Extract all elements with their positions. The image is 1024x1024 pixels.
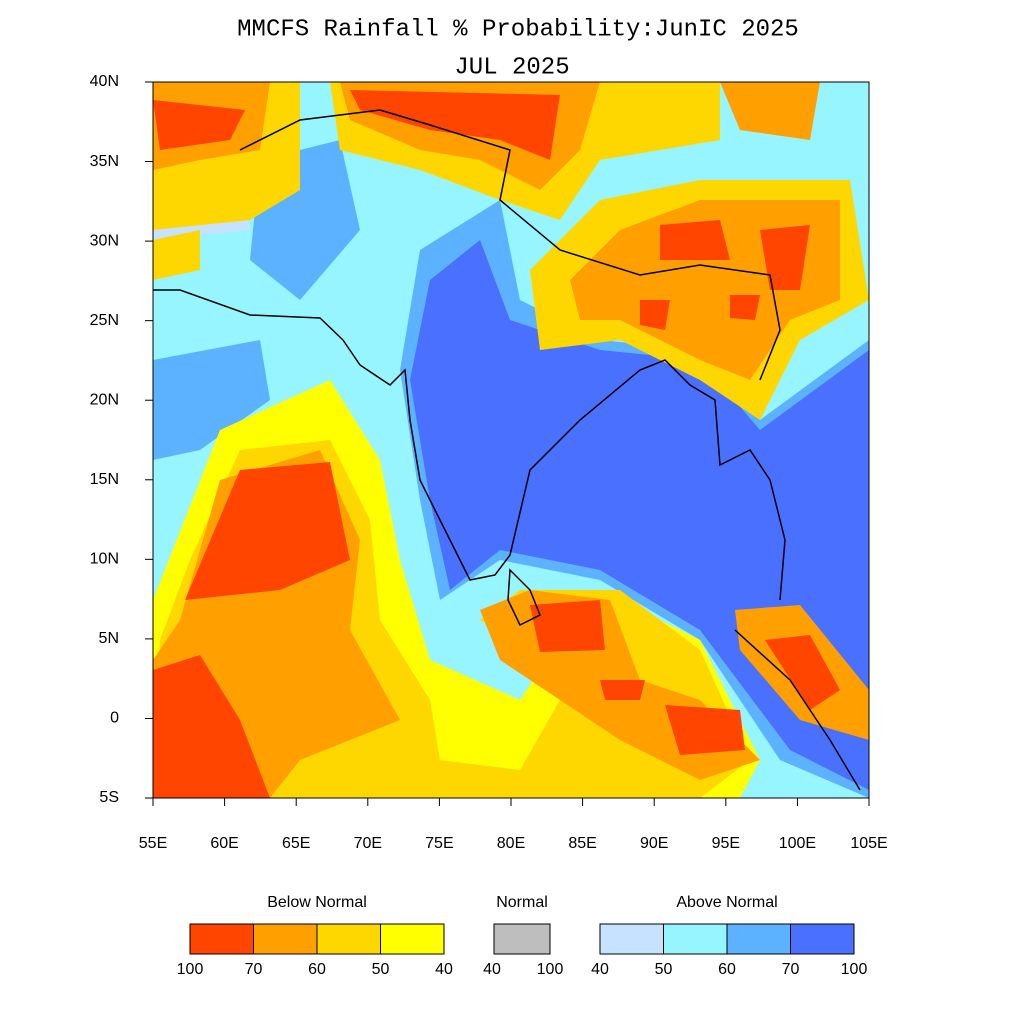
y-tick-label: 5N	[99, 630, 119, 647]
legend-swatch	[380, 923, 445, 955]
legend-swatch	[253, 923, 318, 955]
title: MMCFS Rainfall % Probability:JunIC 2025	[237, 16, 799, 43]
legend-swatch	[599, 923, 664, 955]
y-tick-label: 0	[110, 710, 119, 727]
x-tick-label: 70E	[354, 835, 382, 852]
legend-swatch	[726, 923, 791, 955]
y-tick-label: 25N	[90, 312, 119, 329]
map-field	[153, 82, 869, 798]
legend-bound: 50	[655, 961, 673, 978]
legend-title: Below Normal	[267, 894, 367, 911]
y-tick-label: 10N	[90, 551, 119, 568]
legend-title: Above Normal	[676, 894, 777, 911]
legend-bound: 70	[782, 961, 800, 978]
x-tick-label: 80E	[497, 835, 525, 852]
legend-bound: 60	[308, 961, 326, 978]
legend-swatch	[493, 923, 551, 955]
x-tick-label: 95E	[712, 835, 740, 852]
x-tick-label: 105E	[850, 835, 887, 852]
legend-bound: 40	[591, 961, 609, 978]
legend-swatch	[316, 923, 381, 955]
y-tick-label: 15N	[90, 471, 119, 488]
y-tick-label: 5S	[99, 789, 119, 806]
x-tick-label: 55E	[139, 835, 167, 852]
subtitle: JUL 2025	[454, 54, 569, 81]
y-tick-label: 30N	[90, 232, 119, 249]
coastlines	[153, 109, 861, 791]
y-tick-label: 35N	[90, 153, 119, 170]
x-tick-label: 75E	[425, 835, 453, 852]
x-tick-label: 85E	[568, 835, 596, 852]
x-tick-label: 100E	[779, 835, 816, 852]
legend-bound: 40	[435, 961, 453, 978]
x-tick-label: 60E	[210, 835, 238, 852]
legend-bound: 60	[718, 961, 736, 978]
x-tick-label: 90E	[640, 835, 668, 852]
legend-bound: 70	[245, 961, 263, 978]
legend-swatch	[189, 923, 254, 955]
legend-bound: 100	[537, 961, 564, 978]
legend-title: Normal	[496, 894, 548, 911]
y-tick-label: 20N	[90, 391, 119, 408]
legend-bound: 40	[483, 961, 501, 978]
legend-bound: 100	[841, 961, 868, 978]
x-tick-label: 65E	[282, 835, 310, 852]
legend-bound: 100	[177, 961, 204, 978]
legend-swatch	[790, 923, 855, 955]
legend-bound: 50	[372, 961, 390, 978]
legend-swatch	[663, 923, 728, 955]
y-tick-label: 40N	[90, 73, 119, 90]
